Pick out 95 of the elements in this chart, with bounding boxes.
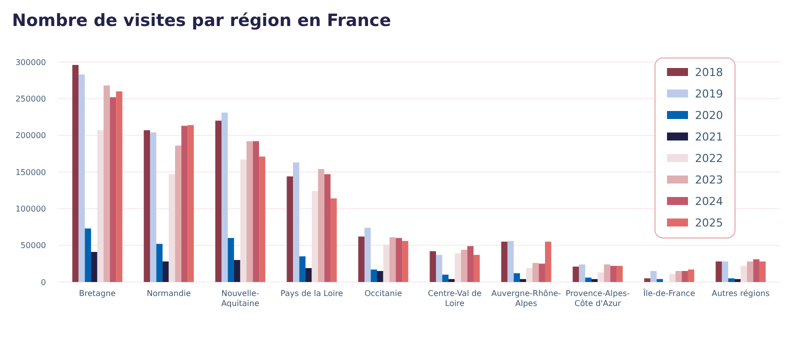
bar [156, 244, 163, 282]
legend-label: 2024 [695, 194, 723, 208]
bar [753, 259, 760, 282]
bar [591, 279, 598, 282]
bar [324, 174, 331, 282]
legend-label: 2021 [695, 130, 723, 144]
x-tick-label: Pays de la Loire [280, 289, 344, 298]
bar [604, 264, 610, 282]
legend-label: 2020 [695, 108, 723, 122]
y-tick-label: 50000 [20, 241, 46, 250]
bar [215, 120, 222, 282]
bar [544, 242, 552, 282]
bar [104, 85, 110, 282]
bar [507, 240, 514, 282]
bar [467, 246, 474, 282]
bar [759, 261, 766, 282]
bar [538, 264, 545, 282]
bar [402, 240, 408, 282]
bar [91, 252, 98, 282]
bar [572, 266, 579, 282]
x-tick-label: Provence-Alpes-Côte d'Azur [566, 289, 630, 308]
y-tick-label: 0 [40, 278, 46, 287]
bar [318, 169, 324, 282]
bar [474, 254, 480, 282]
bar [616, 266, 623, 282]
bar [442, 274, 448, 282]
legend-label: 2023 [695, 173, 723, 186]
bar [78, 74, 85, 282]
bar [728, 278, 734, 282]
x-tick-label: Autres régions [712, 289, 770, 298]
chart-title: Nombre de visites par région en France [12, 11, 391, 31]
x-tick-label: Normandie [146, 289, 191, 298]
legend-label: 2019 [695, 87, 723, 100]
bar [370, 270, 378, 282]
bar [162, 261, 169, 282]
bar [746, 261, 754, 282]
bar [520, 279, 526, 282]
bar [501, 242, 508, 282]
bar [650, 271, 657, 282]
y-tick-label: 150000 [15, 168, 46, 177]
bar [436, 254, 442, 282]
x-tick-label: Nouvelle-Aquitaine [221, 289, 260, 308]
x-tick-label: Occitanie [364, 289, 402, 298]
bar [675, 271, 682, 282]
bar [514, 273, 520, 282]
bar [110, 97, 116, 282]
bar [532, 262, 539, 282]
bar [175, 146, 182, 282]
bar [150, 132, 156, 282]
bar [246, 141, 253, 282]
bar [585, 278, 592, 282]
y-tick-label: 250000 [15, 94, 46, 104]
bar [364, 228, 371, 282]
legend-label: 2022 [695, 152, 723, 165]
bar [252, 141, 260, 282]
bar [656, 279, 663, 282]
bar [448, 279, 455, 282]
bar [734, 279, 741, 282]
bar [188, 125, 194, 282]
bar [299, 256, 306, 282]
bar [259, 156, 266, 282]
bar [430, 251, 436, 282]
legend-label: 2025 [695, 216, 723, 230]
bar [682, 271, 688, 282]
x-tick-label: Bretagne [78, 289, 116, 298]
legend-label: 2018 [695, 66, 723, 79]
x-tick-label: Auvergne-Rhône-Alpes [491, 289, 562, 308]
bar [377, 271, 384, 282]
bar [716, 261, 722, 282]
bar [722, 261, 728, 282]
bar [72, 64, 79, 282]
x-tick-label: Île-de-France [643, 288, 696, 298]
bar [181, 126, 188, 282]
bar [396, 238, 402, 282]
bar [644, 278, 650, 282]
bar [688, 270, 694, 282]
bar [234, 260, 240, 282]
bar [222, 112, 228, 282]
y-tick-label: 300000 [15, 58, 46, 67]
bar [461, 250, 468, 282]
y-tick-label: 200000 [15, 131, 46, 140]
bar [306, 268, 312, 282]
bar [116, 91, 122, 282]
bar [578, 264, 586, 282]
bar [610, 266, 616, 282]
y-tick-label: 100000 [15, 204, 46, 214]
bar [293, 162, 300, 282]
bar [228, 238, 234, 282]
bar [144, 130, 150, 282]
bar [390, 237, 396, 282]
bar [286, 176, 294, 282]
bar [358, 236, 364, 282]
x-tick-label: Centre-Val de Loire [428, 289, 482, 308]
bar [84, 228, 92, 282]
bar [330, 198, 337, 282]
